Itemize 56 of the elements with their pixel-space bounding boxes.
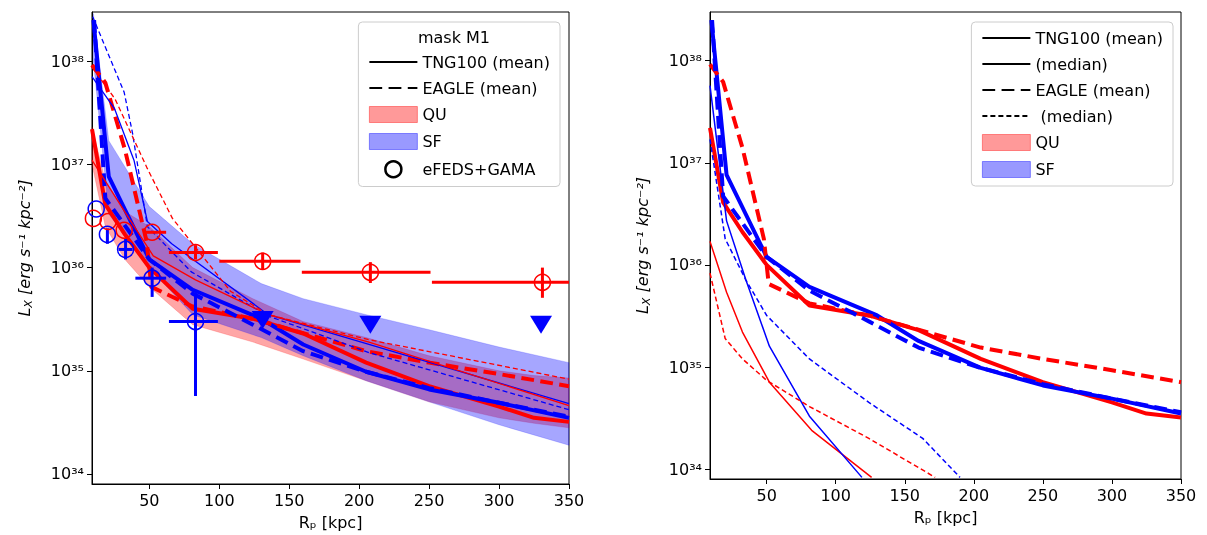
x-tick-label: 100 [204,490,235,510]
y-tick-label: 10³⁸ [668,51,702,71]
x-tick-label: 200 [343,490,375,510]
point [533,273,552,292]
legend-label: SF [1035,160,1055,179]
legend-label: eFEDS+GAMA [422,159,536,179]
point [361,263,380,282]
point [115,221,133,240]
y-tick-label: 10³⁵ [50,361,84,381]
x-axis-title: Rₚ [kpc] [298,512,363,532]
y-axis-title: LX [erg s⁻¹ kpc⁻²] [633,176,653,315]
x-tick-label: 300 [483,490,515,510]
x-tick-label: 250 [1027,485,1059,505]
legend-label: SF [422,132,442,151]
point [99,212,117,231]
y-tick-label: 10³⁶ [50,258,84,278]
x-tick-label: 350 [1165,485,1197,505]
point [143,223,161,242]
legend-label: QU [1035,133,1060,152]
x-tick-label: 100 [820,485,851,505]
point [143,269,161,287]
y-tick-label: 10³⁵ [668,357,702,377]
x-tick-label: 50 [756,485,777,505]
legend-title: mask M1 [417,27,491,47]
legend-label: (median) [1035,54,1108,74]
point [84,209,103,228]
y-tick-label: 10³⁴ [668,459,702,479]
point [87,200,105,218]
x-tick-label: 50 [139,490,160,510]
legend-label: (median) [1035,106,1113,126]
x-tick-label: 150 [273,490,305,510]
point [186,312,205,331]
x-tick-label: 300 [1096,485,1128,505]
y-tick-label: 10³⁷ [50,154,84,174]
point [116,240,135,259]
point [530,315,553,334]
legend-label: EAGLE (mean) [1035,80,1151,100]
point [186,243,205,262]
y-axis-title: LX [erg s⁻¹ kpc⁻²] [15,179,35,317]
legend-label: TNG100 (mean) [421,52,550,72]
point [253,252,272,271]
point [359,315,382,334]
y-tick-label: 10³⁴ [50,464,84,484]
point [251,311,274,330]
y-tick-label: 10³⁶ [668,255,702,275]
x-tick-label: 250 [413,490,445,510]
legend-label: QU [422,105,447,124]
x-tick-label: 150 [889,485,921,505]
x-tick-label: 350 [553,490,585,510]
x-tick-label: 200 [958,485,990,505]
point [98,225,117,244]
y-tick-label: 10³⁸ [50,51,84,71]
x-axis-title: Rₚ [kpc] [913,507,978,527]
y-tick-label: 10³⁷ [668,153,702,173]
legend-label: TNG100 (mean) [1034,28,1163,48]
legend-label: EAGLE (mean) [422,78,538,98]
